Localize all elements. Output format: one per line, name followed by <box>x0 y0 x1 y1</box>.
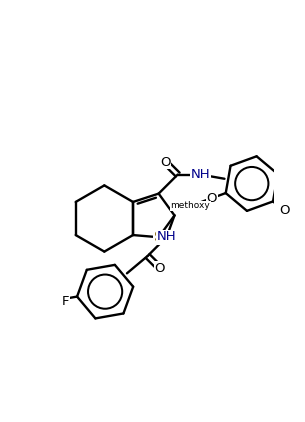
Text: O: O <box>279 204 290 217</box>
Text: NH: NH <box>157 230 177 243</box>
Text: methoxy: methoxy <box>170 201 210 211</box>
Text: O: O <box>155 262 165 275</box>
Text: F: F <box>61 295 69 308</box>
Text: S: S <box>154 230 164 244</box>
Text: O: O <box>206 192 217 205</box>
Text: O: O <box>160 156 170 169</box>
Text: NH: NH <box>191 168 210 181</box>
